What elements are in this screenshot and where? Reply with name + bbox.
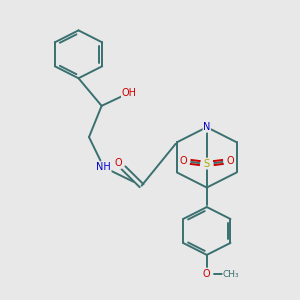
Text: O: O (226, 156, 234, 166)
Text: N: N (203, 122, 211, 132)
Text: O: O (203, 269, 211, 279)
Text: OH: OH (122, 88, 136, 98)
Text: O: O (115, 158, 122, 168)
Text: CH₃: CH₃ (223, 269, 239, 278)
Text: S: S (204, 159, 210, 169)
Text: O: O (180, 156, 188, 166)
Text: NH: NH (96, 162, 111, 172)
